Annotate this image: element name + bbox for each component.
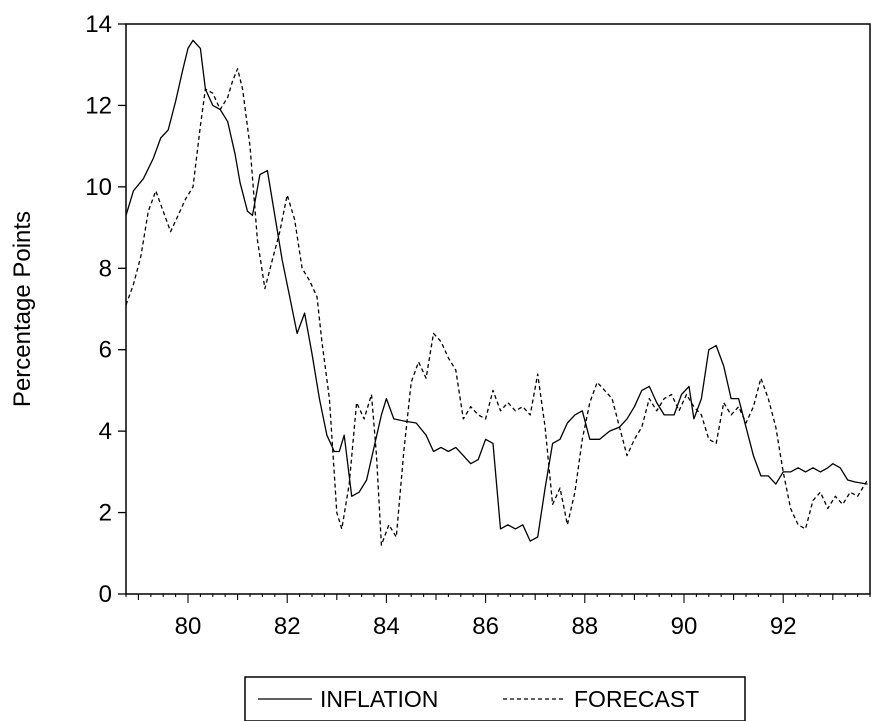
y-tick-label: 4 xyxy=(99,418,112,445)
y-tick-label: 14 xyxy=(85,11,112,38)
legend-label-forecast: FORECAST xyxy=(574,686,699,712)
x-tick-label: 92 xyxy=(770,613,797,640)
series-line-forecast xyxy=(125,68,869,546)
y-tick-label: 10 xyxy=(85,174,112,201)
legend-label-inflation: INFLATION xyxy=(320,686,438,712)
x-tick-label: 80 xyxy=(175,613,202,640)
x-tick-label: 86 xyxy=(472,613,499,640)
y-tick-label: 8 xyxy=(99,255,112,282)
x-tick-label: 82 xyxy=(274,613,301,640)
y-tick-label: 12 xyxy=(85,92,112,119)
y-axis-label: Percentage Points xyxy=(9,211,36,407)
plot-lines xyxy=(125,39,869,546)
y-tick-label: 0 xyxy=(99,581,112,608)
plot-frame xyxy=(125,23,871,595)
x-tick-label: 88 xyxy=(571,613,598,640)
x-tick-label: 84 xyxy=(373,613,400,640)
y-axis: 0 2 4 6 8 10 12 14 xyxy=(85,11,126,608)
series-line-inflation xyxy=(125,39,868,542)
legend-box xyxy=(244,676,746,721)
x-axis: 80 82 84 86 88 90 92 xyxy=(125,594,871,640)
y-tick-label: 6 xyxy=(99,337,112,364)
y-tick-label: 2 xyxy=(99,500,112,527)
x-tick-label: 90 xyxy=(671,613,698,640)
legend: INFLATION FORECAST xyxy=(244,676,746,721)
